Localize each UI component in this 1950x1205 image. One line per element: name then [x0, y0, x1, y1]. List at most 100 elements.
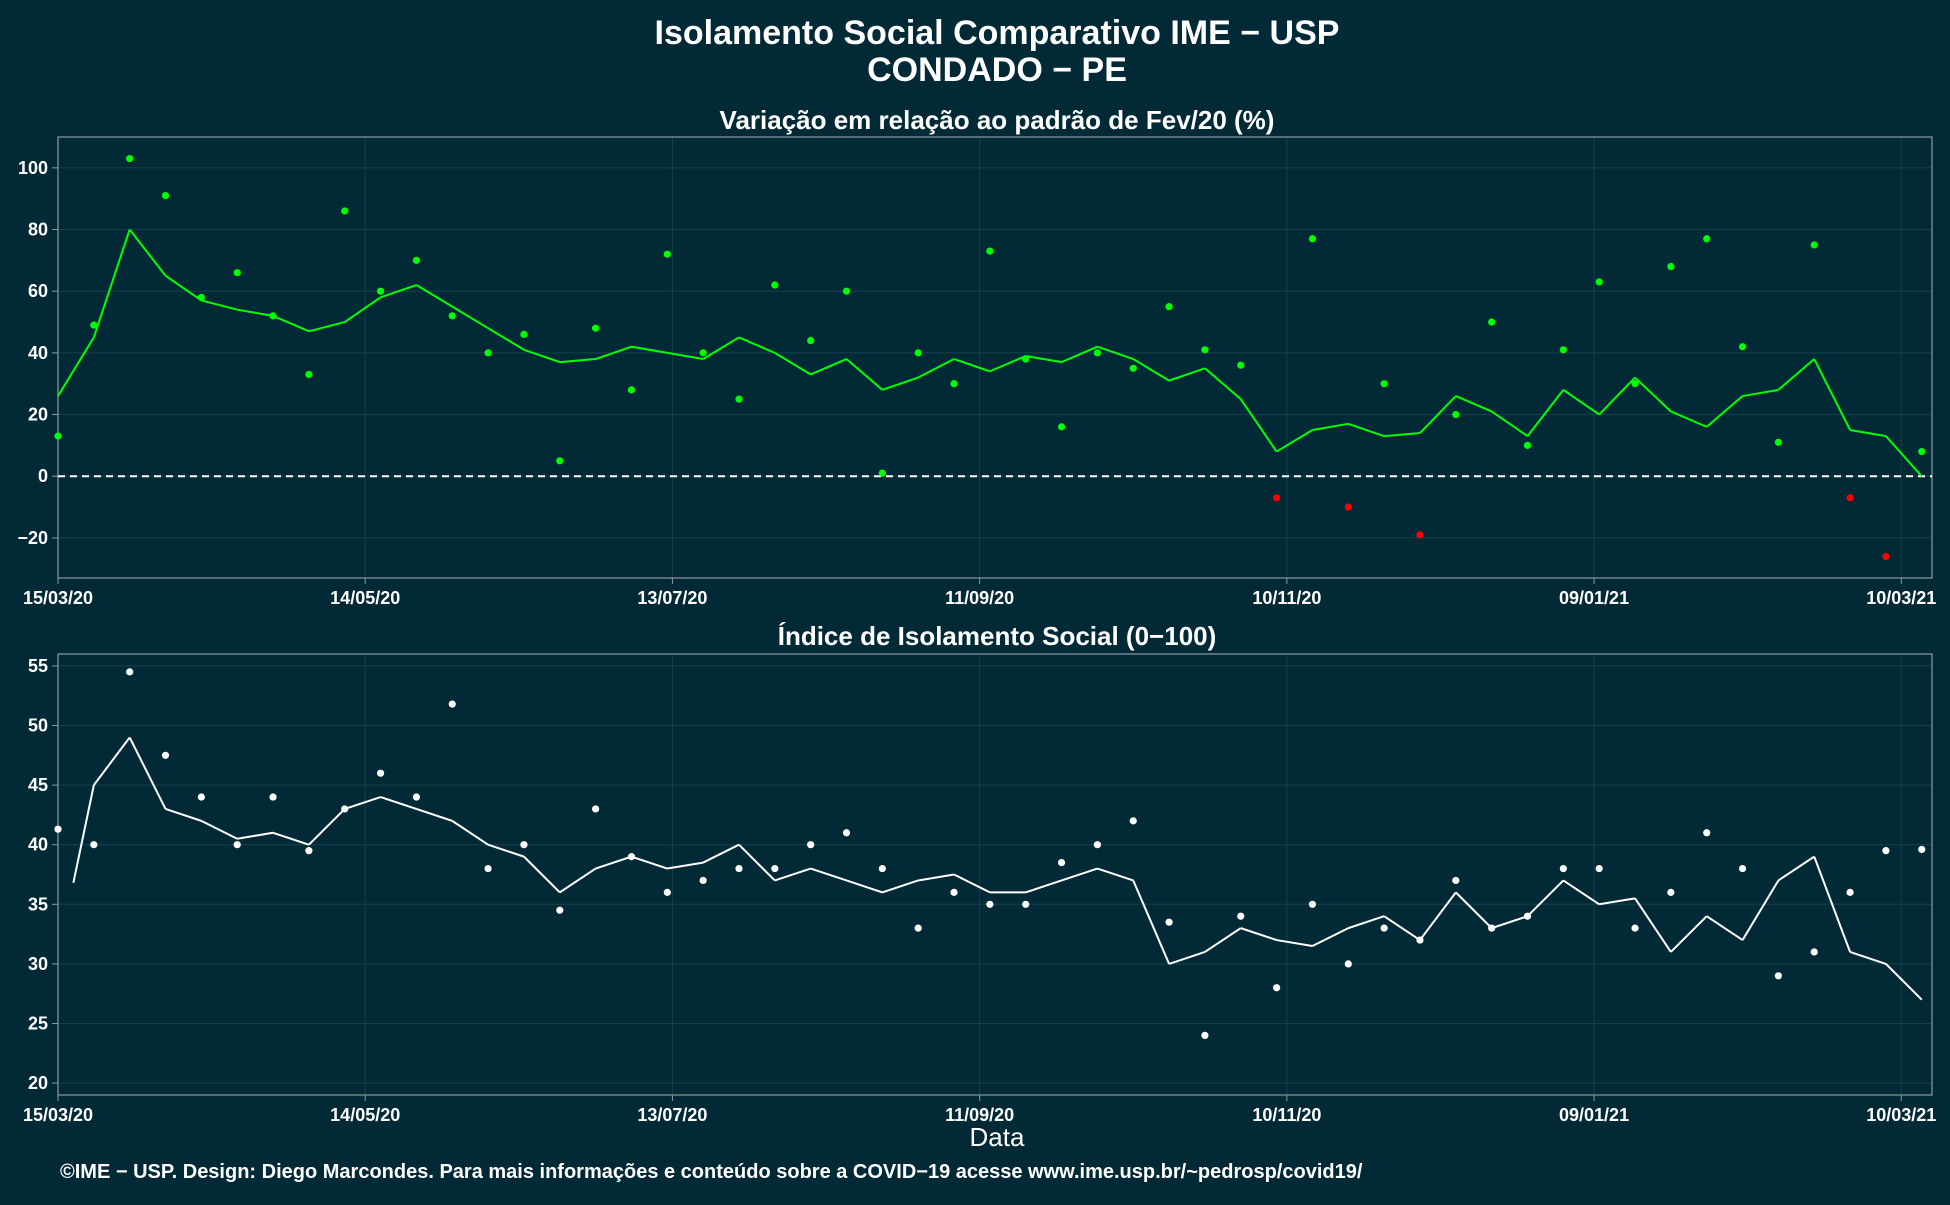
trend-line-segment [1742, 388, 1779, 398]
data-point [341, 207, 349, 215]
data-point [842, 829, 851, 837]
trend-line-segment [1204, 927, 1242, 953]
trend-line-segment [1885, 435, 1923, 477]
y-tick-label: −20 [17, 528, 48, 548]
trend-line-segment [631, 855, 668, 870]
x-axis-label: Data [970, 1122, 1025, 1152]
data-point [1380, 380, 1388, 388]
panel-variation: −20 0 20 40 60 80 100 15/03/20 14/05/20 13/07/20 1… [17, 136, 1936, 608]
data-point [1774, 972, 1782, 980]
data-point [376, 769, 385, 777]
trend-line-segment [1168, 951, 1206, 965]
trend-line-segment [595, 345, 632, 360]
data-point [90, 321, 98, 329]
trend-line-segment [1706, 395, 1744, 428]
x-tick-label: 10/03/21 [1866, 1105, 1936, 1125]
data-point [126, 154, 134, 163]
trend-line-segment [1634, 897, 1672, 953]
data-point [1201, 1031, 1209, 1040]
trend-line-segment [344, 296, 382, 323]
trend-line-segment [128, 228, 167, 277]
trend-line-segment [237, 831, 274, 840]
trend-line-segment [1634, 376, 1672, 413]
data-point [1273, 984, 1281, 992]
data-point [1810, 948, 1818, 956]
data-point [1774, 438, 1782, 446]
data-point [1595, 864, 1603, 873]
trend-line-segment [1455, 891, 1493, 929]
data-point [1057, 423, 1066, 431]
trend-line-segment [415, 284, 453, 308]
data-point [1273, 494, 1281, 502]
trend-line-segment [1132, 880, 1171, 965]
trend-line-segment [1849, 951, 1887, 965]
data-point [1846, 494, 1854, 502]
data-point [627, 386, 636, 394]
trend-line-segment [1885, 963, 1923, 1001]
trend-line-segment [1312, 422, 1349, 431]
trend-line-segment [846, 879, 883, 894]
data-point [269, 793, 277, 801]
data-point [448, 312, 456, 320]
data-point [1559, 346, 1567, 354]
data-point [1631, 380, 1639, 388]
data-point [592, 805, 600, 813]
data-point [1918, 845, 1926, 854]
trend-line-segment [667, 861, 704, 870]
data-point [771, 281, 779, 289]
trend-line-segment [272, 314, 310, 333]
data-point [592, 324, 600, 332]
data-point [1380, 924, 1388, 932]
trend-line-segment [523, 348, 561, 364]
data-point [1416, 531, 1424, 539]
y-tick-label: 50 [28, 716, 48, 736]
panel-index: 20 25 30 35 40 45 50 55 15/03/20 14/05/20 13/07/20… [23, 653, 1936, 1125]
data-point [914, 349, 922, 357]
trend-line-segment [1276, 429, 1313, 453]
data-point [1237, 912, 1245, 920]
trend-line-segment [595, 855, 632, 870]
data-point [663, 888, 671, 896]
data-point [1738, 343, 1747, 351]
data-point [663, 250, 671, 258]
trend-line-segment [1025, 879, 1062, 894]
trend-line-segment [1526, 389, 1565, 437]
data-point [699, 876, 707, 885]
data-point [520, 841, 528, 849]
data-point [1595, 278, 1603, 286]
trend-line-segment [631, 345, 668, 354]
data-point [1703, 235, 1711, 243]
trend-line-segment [1706, 915, 1744, 941]
trend-line-segment [1239, 398, 1278, 453]
trend-line-segment [882, 879, 919, 894]
trend-line-segment [93, 736, 131, 786]
data-point [1022, 900, 1030, 908]
data-point [233, 269, 241, 277]
data-point [1882, 847, 1890, 855]
y-tick-label: 0 [38, 466, 48, 486]
data-point [197, 793, 205, 801]
data-point [1452, 410, 1460, 419]
y-tick-label: 20 [28, 1073, 48, 1093]
data-point [1846, 888, 1854, 896]
data-point [1165, 303, 1173, 311]
data-point [305, 370, 313, 379]
trend-line-segment [1025, 354, 1062, 364]
trend-line-segment [1132, 358, 1170, 382]
trend-line-segment [1383, 915, 1421, 941]
data-point [90, 841, 98, 849]
footer-credit: ©IME − USP. Design: Diego Marcondes. Par… [60, 1161, 1363, 1183]
x-tick-label: 09/01/21 [1559, 1105, 1629, 1125]
trend-line-segment [702, 843, 740, 864]
trend-line-segment [380, 284, 417, 299]
y-tick-label: 60 [28, 281, 48, 301]
trend-line-segment [72, 784, 95, 884]
trend-line-segment [1813, 856, 1852, 953]
data-point [986, 247, 994, 255]
trend-line-segment [1312, 927, 1349, 947]
trend-line-segment [200, 819, 238, 840]
y-tick-label: 45 [28, 775, 48, 795]
data-point [520, 330, 528, 338]
